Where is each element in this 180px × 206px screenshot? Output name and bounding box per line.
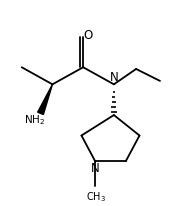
Text: CH$_3$: CH$_3$ [86, 191, 106, 204]
Text: NH$_2$: NH$_2$ [24, 114, 46, 127]
Text: N: N [110, 71, 119, 84]
Text: N: N [91, 162, 100, 175]
Text: O: O [83, 29, 93, 42]
Polygon shape [38, 84, 52, 115]
